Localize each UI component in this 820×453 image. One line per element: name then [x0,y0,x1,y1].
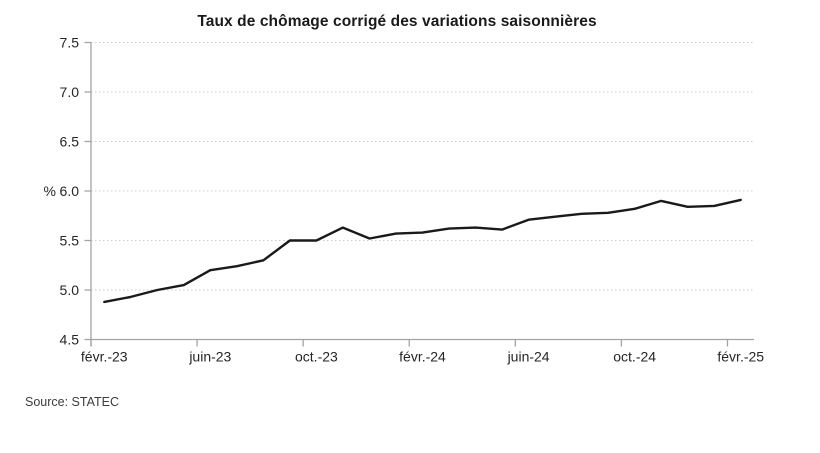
y-tick-label: 7.5 [60,35,80,51]
x-tick-label: oct.-24 [613,349,656,365]
data-series-group [103,198,742,304]
y-axis-unit-label: % [44,183,56,199]
y-tick-label: 5.5 [60,233,80,249]
y-tick-label: 4.5 [60,332,80,348]
x-tick-label: juin-23 [188,349,231,365]
chart-title: Taux de chômage corrigé des variations s… [197,13,597,30]
y-tick-label: 7.0 [60,84,80,100]
y-tick-label: 6.0 [60,183,80,199]
y-tick-label: 6.5 [60,134,80,150]
x-tick-label: févr.-25 [717,349,764,365]
x-tick-label: févr.-23 [81,349,128,365]
x-tick-label: oct.-23 [295,349,338,365]
y-tick-label: 5.0 [60,282,80,298]
axes-group [84,41,754,347]
x-tick-label: févr.-24 [399,349,446,365]
tick-labels-group: 4.5 5.0 5.5 6.0 6.5 7.0 7.5% févr.-23 juin-23 oct… [44,35,765,365]
gridlines-group [91,42,754,291]
source-note: Source: STATEC [25,395,120,409]
unemployment-rate-line [103,198,742,304]
x-tick-label: juin-24 [507,349,550,365]
